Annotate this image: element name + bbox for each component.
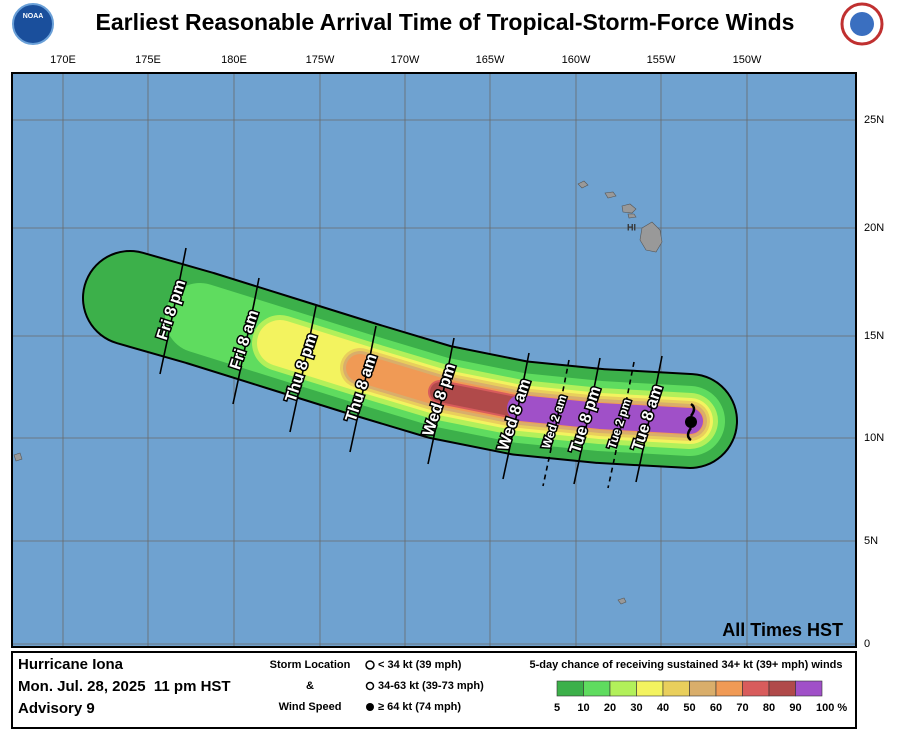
lat-label: 25N bbox=[864, 114, 884, 126]
isochrone bbox=[232, 277, 260, 405]
legend-swatch bbox=[689, 680, 717, 697]
island bbox=[627, 213, 637, 219]
islands bbox=[13, 180, 663, 605]
lon-label: 150W bbox=[733, 54, 762, 66]
noaa-logo-text: NOAA bbox=[23, 13, 44, 20]
lon-label: 170W bbox=[391, 54, 420, 66]
legend-swatch bbox=[768, 680, 796, 697]
legend-swatch bbox=[556, 680, 584, 697]
swath-band bbox=[507, 395, 703, 434]
lon-label: 165W bbox=[476, 54, 505, 66]
lat-label: 20N bbox=[864, 222, 884, 234]
lat-label: 5N bbox=[864, 535, 878, 547]
legend-label: 5 bbox=[554, 702, 560, 714]
key-hu bbox=[366, 703, 374, 711]
advisory: Advisory 9 bbox=[18, 700, 95, 717]
lon-label: 175E bbox=[135, 54, 161, 66]
legend-label: 100 % bbox=[816, 702, 847, 714]
isochrone bbox=[635, 355, 663, 483]
storm-center bbox=[685, 416, 697, 428]
isochrone bbox=[349, 325, 377, 453]
legend-label: 90 bbox=[789, 702, 801, 714]
key-ts bbox=[365, 681, 375, 691]
lon-label: 175W bbox=[306, 54, 335, 66]
key-symbol-text: ≥ 64 kt (74 mph) bbox=[378, 701, 461, 713]
isochrone bbox=[573, 357, 601, 485]
times-note: All Times HST bbox=[722, 620, 843, 640]
island bbox=[577, 180, 589, 189]
lon-label: 155W bbox=[647, 54, 676, 66]
isochrone bbox=[427, 337, 455, 465]
legend-swatch bbox=[583, 680, 611, 697]
lat-label: 0 bbox=[864, 638, 870, 650]
legend-label: 80 bbox=[763, 702, 775, 714]
legend-label: 30 bbox=[630, 702, 642, 714]
lat-labels: 25N 20N 15N 10N 5N 0 bbox=[864, 114, 884, 650]
isochrone bbox=[159, 247, 187, 375]
island bbox=[604, 191, 617, 199]
island-label: HI bbox=[627, 222, 636, 232]
lat-label: 10N bbox=[864, 432, 884, 444]
lon-labels: 170E 175E 180E 175W 170W 165W 160W 155W 150W bbox=[50, 54, 762, 66]
key-label: & bbox=[306, 680, 314, 692]
lon-label: 160W bbox=[562, 54, 591, 66]
legend-label: 40 bbox=[657, 702, 669, 714]
isochrone bbox=[289, 305, 317, 433]
noaa-logo bbox=[12, 3, 54, 45]
legend-swatch bbox=[742, 680, 770, 697]
symbol-key: Storm Location < 34 kt (39 mph) & 34-63 kt … bbox=[270, 659, 484, 713]
legend-label: 10 bbox=[577, 702, 589, 714]
storm-date: Mon. Jul. 28, 2025 11 pm HST bbox=[18, 678, 231, 695]
isochrone bbox=[502, 352, 530, 480]
key-label: Wind Speed bbox=[279, 701, 342, 713]
legend-swatch bbox=[636, 680, 664, 697]
nws-logo-center bbox=[850, 12, 874, 36]
legend-swatch bbox=[662, 680, 690, 697]
legend-title: 5-day chance of receiving sustained 34+ … bbox=[530, 659, 843, 671]
island bbox=[617, 597, 627, 605]
storm-name: Hurricane Iona bbox=[18, 656, 124, 673]
legend-label: 60 bbox=[710, 702, 722, 714]
lon-label: 170E bbox=[50, 54, 76, 66]
probability-swath bbox=[82, 250, 738, 469]
key-label: Storm Location bbox=[270, 659, 351, 671]
title: Earliest Reasonable Arrival Time of Trop… bbox=[96, 9, 795, 35]
storm-symbol bbox=[685, 402, 697, 442]
legend-swatch bbox=[715, 680, 743, 697]
isochrone bbox=[542, 359, 570, 487]
isochrone bbox=[607, 361, 635, 489]
legend-swatch bbox=[795, 680, 823, 697]
key-symbol-text: 34-63 kt (39-73 mph) bbox=[378, 680, 484, 692]
legend-label: 20 bbox=[604, 702, 616, 714]
key-symbol-text: < 34 kt (39 mph) bbox=[378, 659, 462, 671]
legend-swatch bbox=[609, 680, 637, 697]
probability-legend: 5 10 20 30 40 50 60 70 80 90 100 % bbox=[554, 680, 847, 714]
lat-label: 15N bbox=[864, 330, 884, 342]
island bbox=[621, 203, 637, 214]
island bbox=[639, 221, 663, 253]
storm-hooks bbox=[686, 402, 696, 442]
legend-label: 70 bbox=[736, 702, 748, 714]
time-lines bbox=[159, 247, 663, 489]
island bbox=[13, 452, 23, 462]
legend-label: 50 bbox=[683, 702, 695, 714]
key-circle bbox=[365, 660, 375, 670]
lon-label: 180E bbox=[221, 54, 247, 66]
